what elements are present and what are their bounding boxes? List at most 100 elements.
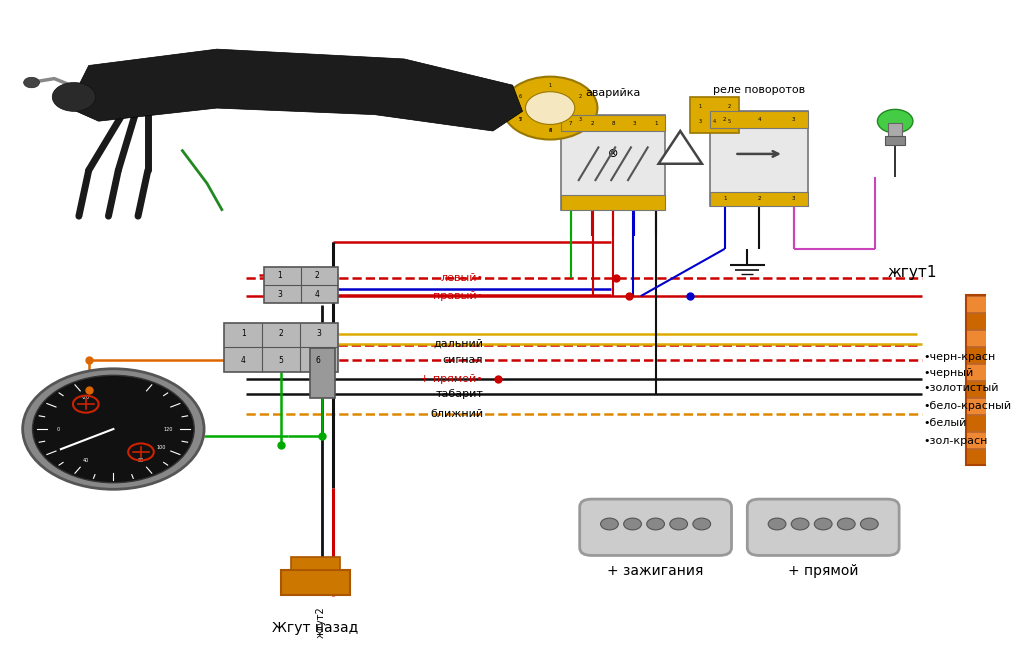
FancyBboxPatch shape [264, 267, 338, 303]
FancyBboxPatch shape [967, 347, 997, 363]
Text: ближний: ближний [430, 409, 483, 419]
FancyBboxPatch shape [710, 192, 808, 206]
FancyBboxPatch shape [967, 364, 997, 380]
Text: Жгут назад: Жгут назад [272, 621, 358, 635]
Text: 2: 2 [758, 196, 761, 201]
Text: 5: 5 [728, 119, 731, 124]
Text: ⊗: ⊗ [608, 147, 618, 160]
Circle shape [601, 518, 618, 530]
Text: 4: 4 [241, 356, 246, 365]
Text: реле поворотов: реле поворотов [713, 85, 805, 95]
Text: 2: 2 [314, 271, 319, 280]
FancyBboxPatch shape [967, 415, 997, 431]
Text: табарит: табарит [435, 389, 483, 400]
FancyBboxPatch shape [967, 449, 997, 465]
Circle shape [693, 518, 711, 530]
Text: 8: 8 [611, 121, 615, 126]
Text: 1: 1 [549, 83, 552, 88]
FancyBboxPatch shape [561, 195, 666, 210]
Text: 100: 100 [157, 445, 166, 450]
Text: 2: 2 [579, 94, 582, 99]
Text: -20: -20 [82, 395, 90, 400]
Text: 3: 3 [579, 117, 582, 122]
Text: 6: 6 [519, 94, 522, 99]
FancyBboxPatch shape [967, 313, 997, 329]
Text: 2: 2 [723, 117, 726, 122]
Circle shape [814, 518, 833, 530]
Text: 3: 3 [633, 121, 636, 126]
Text: 8: 8 [549, 128, 552, 134]
Text: •бело-красный: •бело-красный [924, 401, 1012, 411]
Circle shape [503, 77, 597, 140]
FancyBboxPatch shape [580, 499, 731, 555]
Text: 2: 2 [279, 329, 284, 339]
Circle shape [792, 518, 809, 530]
Text: 7: 7 [519, 117, 522, 122]
FancyBboxPatch shape [748, 499, 899, 555]
Circle shape [838, 518, 855, 530]
FancyBboxPatch shape [967, 381, 997, 397]
Text: 5: 5 [519, 117, 522, 122]
Text: 4: 4 [549, 128, 552, 134]
Text: 4: 4 [713, 119, 717, 124]
Text: 2: 2 [590, 121, 594, 126]
Circle shape [52, 83, 95, 111]
Circle shape [33, 375, 195, 483]
Circle shape [525, 92, 574, 124]
Text: 0: 0 [57, 426, 60, 432]
Circle shape [860, 518, 879, 530]
Text: 7: 7 [569, 121, 572, 126]
Text: 3: 3 [316, 329, 321, 339]
Text: левый•: левый• [440, 273, 483, 284]
FancyBboxPatch shape [967, 296, 997, 312]
Circle shape [670, 518, 687, 530]
Polygon shape [69, 49, 522, 131]
FancyBboxPatch shape [309, 348, 335, 398]
Text: 6: 6 [316, 356, 321, 365]
Text: 4: 4 [314, 290, 319, 299]
FancyBboxPatch shape [291, 557, 340, 570]
Text: 1: 1 [242, 329, 246, 339]
Text: 3: 3 [792, 117, 796, 122]
Text: + зажигания: + зажигания [607, 564, 703, 578]
Text: 80: 80 [138, 458, 144, 463]
Text: 1: 1 [654, 121, 657, 126]
Text: сигнал: сигнал [442, 355, 483, 365]
Text: жгут1: жгут1 [887, 265, 937, 280]
FancyBboxPatch shape [710, 111, 808, 128]
FancyBboxPatch shape [888, 123, 902, 138]
Text: 2: 2 [728, 104, 731, 109]
FancyBboxPatch shape [561, 115, 666, 131]
Circle shape [624, 518, 641, 530]
Text: 5: 5 [279, 356, 284, 365]
FancyBboxPatch shape [224, 323, 338, 371]
Text: •черн-красн: •черн-красн [924, 352, 996, 362]
Text: •белый: •белый [924, 418, 967, 428]
Text: жгут2: жгут2 [315, 607, 326, 638]
Circle shape [24, 77, 40, 88]
Text: + прямой•: + прямой• [420, 373, 483, 384]
Text: •зол-красн: •зол-красн [924, 436, 988, 446]
Text: + прямой: + прямой [787, 564, 858, 578]
FancyBboxPatch shape [281, 570, 350, 595]
Polygon shape [658, 131, 701, 164]
Text: 4: 4 [758, 117, 761, 122]
FancyBboxPatch shape [886, 136, 905, 145]
FancyBboxPatch shape [967, 432, 997, 448]
Text: 1: 1 [723, 196, 726, 201]
Text: 120: 120 [164, 426, 173, 432]
Circle shape [878, 109, 913, 133]
FancyBboxPatch shape [967, 398, 997, 414]
Circle shape [23, 369, 204, 489]
FancyBboxPatch shape [967, 330, 997, 346]
Text: 40: 40 [83, 458, 89, 463]
Text: •черный: •черный [924, 368, 974, 379]
FancyBboxPatch shape [561, 115, 666, 210]
Text: правый•: правый• [433, 291, 483, 301]
Text: 3: 3 [698, 119, 701, 124]
Text: 1: 1 [278, 271, 283, 280]
Text: •золотистый: •золотистый [924, 383, 999, 394]
FancyBboxPatch shape [690, 97, 739, 133]
Text: аварийка: аварийка [586, 88, 641, 98]
Text: 3: 3 [792, 196, 796, 201]
